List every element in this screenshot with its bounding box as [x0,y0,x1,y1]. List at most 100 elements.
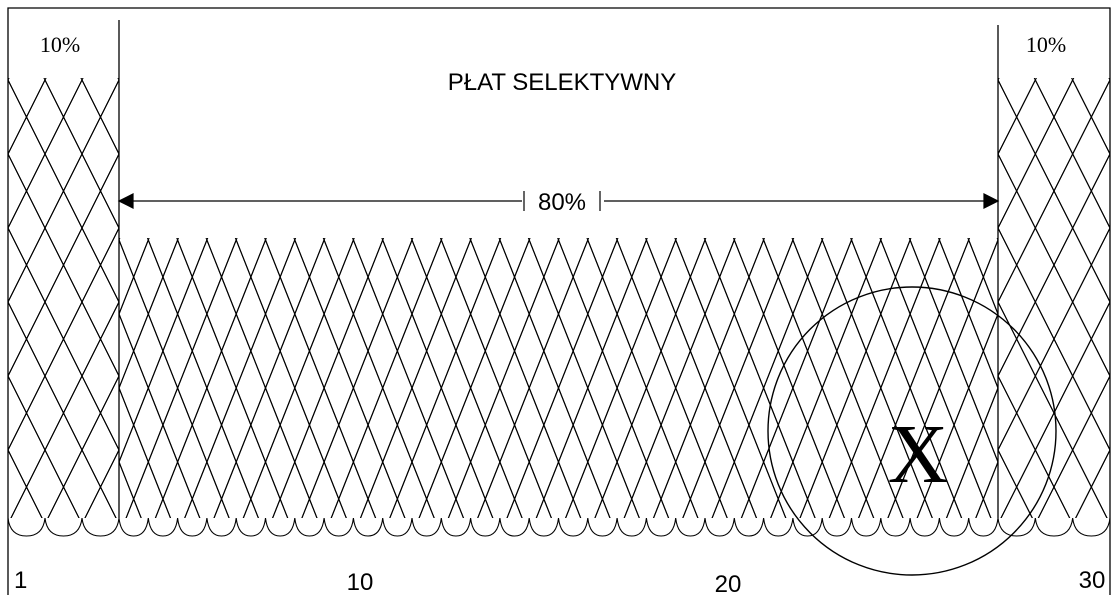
mesh-cell [323,349,354,427]
mesh-cell [1053,226,1092,304]
mesh-cell [601,460,633,518]
mesh-cell [763,275,794,353]
mesh-cell [62,300,102,378]
mesh-cell [895,536,924,595]
mesh-cell [8,448,28,518]
mesh-cell [162,386,193,464]
mesh-cell [352,238,384,279]
mesh-cell [411,275,442,353]
mesh-cell [8,152,28,230]
mesh-cell [806,460,838,518]
mesh-cell [675,238,706,279]
mesh-cell [499,349,530,427]
mesh-cell [323,275,354,353]
mesh-cell [982,386,998,464]
mesh-cell [689,238,721,316]
mesh-cell [119,386,120,390]
selective-mesh [119,238,998,595]
mesh-cell [250,460,281,518]
detail-circle [767,286,1057,576]
mesh-cell [998,263,1036,341]
mesh-cell [396,238,428,316]
mesh-cell [99,226,119,304]
mesh-cell [163,536,192,595]
mesh-cell [279,238,311,316]
mesh-cell [808,536,837,595]
mesh-cell [719,460,750,518]
mesh-cell [191,312,223,390]
mesh-cell [8,337,46,415]
mesh-cell [543,238,574,316]
mesh-cell [982,460,998,518]
mesh-cell [1034,411,1074,489]
mesh-cell [294,423,325,501]
mesh-cell [528,349,560,427]
mesh-cell [689,312,721,390]
mesh-cell [27,524,64,595]
mesh-cell [1034,263,1074,341]
mesh-cell [81,411,119,489]
mesh-cell [470,349,501,427]
mesh-cell [1016,374,1055,452]
mesh-cell [133,460,164,518]
mesh-cell [1016,152,1055,230]
mesh-cell [411,423,442,501]
mesh-cell [119,238,120,242]
mesh-cell [998,78,1018,156]
mesh-cell [543,312,574,390]
mesh-cell [660,386,691,464]
mesh-cell [1090,78,1110,156]
mesh-cell [1016,78,1055,156]
mesh-cell [309,536,338,595]
mesh-cell [821,275,853,353]
mesh-cell [411,349,442,427]
mesh-cell [499,423,530,501]
mesh-cell [601,312,633,390]
mesh-cell [616,275,647,353]
span-arrow [117,191,1000,211]
mesh-cell [645,275,677,353]
mesh-cell [382,275,413,353]
mesh-cell [119,487,156,561]
mesh-cell [84,485,117,518]
mesh-cell [587,238,618,279]
mesh-cell [631,386,662,464]
mesh-cell [733,238,765,279]
mesh-cell [748,386,779,464]
mesh-cell [81,78,119,119]
mesh-cell [191,386,223,464]
mesh-cell [850,238,882,279]
mesh-cell [8,78,28,156]
mesh-cell [821,349,853,427]
mesh-cell [1072,337,1110,415]
mesh-cell [191,460,223,518]
mesh-cell [806,386,838,464]
mesh-cell [264,238,296,279]
mesh-cell [147,275,179,353]
mesh-cell [235,238,267,279]
mesh-cell [119,312,120,316]
mesh-cell [133,238,164,316]
mesh-cell [8,226,9,230]
mesh-cell [748,460,779,518]
mesh-cell [485,536,514,595]
mesh-cell [894,238,926,316]
mesh-cell [954,536,983,595]
mesh-cell [177,275,208,353]
mesh-cell [8,226,28,304]
mesh-cell [25,300,65,378]
mesh-cell [645,349,677,427]
mesh-cell [44,337,83,415]
mesh-cell [8,115,46,193]
mesh-cell [968,349,998,427]
mesh-cell [99,374,119,452]
mesh-cell [998,411,1036,489]
mesh-cell [367,386,398,464]
mesh-cell [81,263,119,341]
mesh-cell [894,460,926,518]
mesh-cell [279,460,311,518]
mesh-cell [866,536,895,595]
mesh-cell [953,386,984,464]
mesh-cell [938,275,970,353]
mesh-cell [850,423,882,501]
